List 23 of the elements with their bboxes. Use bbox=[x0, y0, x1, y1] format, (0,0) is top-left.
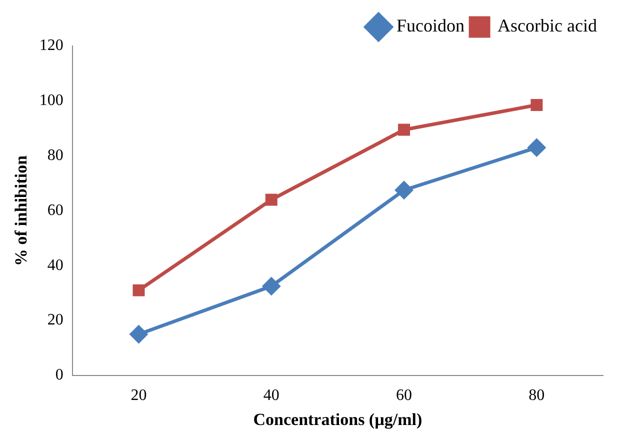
y-tick-label: 100 bbox=[39, 92, 64, 110]
point bbox=[530, 99, 543, 112]
point bbox=[528, 138, 546, 156]
point bbox=[395, 181, 413, 199]
point bbox=[132, 284, 145, 296]
y-tick-label: 20 bbox=[47, 312, 64, 329]
legend-label: Fucoidon bbox=[396, 16, 465, 36]
y-axis-title: % of inhibition bbox=[12, 154, 31, 266]
point bbox=[130, 325, 148, 343]
x-tick-label: 20 bbox=[130, 387, 147, 404]
legend-label: Ascorbic acid bbox=[498, 16, 598, 36]
x-tick-label: 80 bbox=[528, 387, 545, 404]
x-tick-label: 40 bbox=[263, 387, 280, 404]
y-tick-label: 120 bbox=[39, 37, 64, 54]
y-tick-label: 40 bbox=[47, 256, 64, 274]
y-tick-label: 60 bbox=[47, 202, 64, 219]
point bbox=[265, 194, 278, 206]
x-tick-label: 60 bbox=[396, 387, 412, 404]
y-tick-label: 0 bbox=[55, 366, 64, 384]
y-tick-label: 80 bbox=[47, 147, 64, 164]
point bbox=[398, 124, 410, 136]
x-axis-title: Concentrations (µg/ml) bbox=[253, 410, 422, 430]
point bbox=[262, 277, 280, 295]
